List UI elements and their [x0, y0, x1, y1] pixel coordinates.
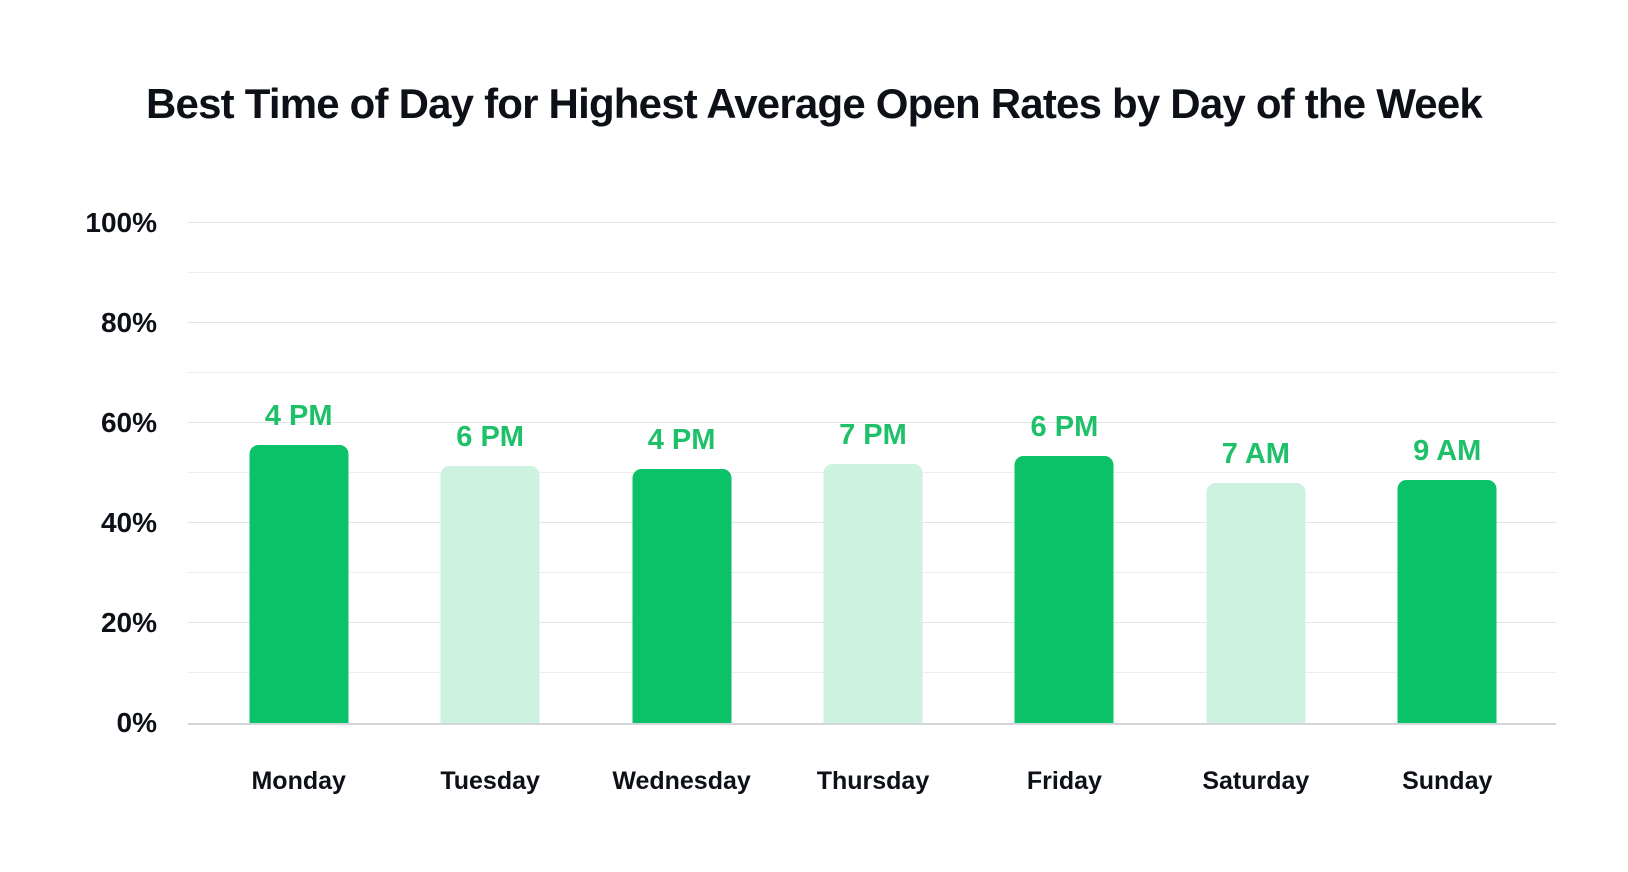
x-tick-saturday: Saturday	[1202, 767, 1310, 795]
y-tick-80pct: 80%	[100, 307, 157, 338]
bar-thursday	[823, 464, 923, 723]
bar-column-saturday: 7 AM Saturday	[1160, 223, 1351, 795]
bar-tuesday	[440, 465, 540, 723]
time-label-sunday: 9 AM	[1413, 435, 1482, 467]
y-tick-20pct: 20%	[100, 607, 157, 638]
time-label-saturday: 7 AM	[1221, 438, 1290, 470]
y-tick-0pct: 0%	[116, 707, 157, 738]
time-label-thursday: 7 PM	[839, 419, 907, 451]
bar-column-wednesday: 4 PM Wednesday	[586, 223, 777, 796]
bar-column-thursday: 7 PM Thursday	[777, 223, 968, 795]
chart-title: Best Time of Day for Highest Average Ope…	[146, 80, 1483, 127]
gridline-70	[188, 372, 1556, 373]
time-label-tuesday: 6 PM	[456, 420, 524, 453]
gridline-0	[188, 723, 1556, 725]
x-tick-thursday: Thursday	[816, 767, 930, 795]
x-tick-monday: Monday	[251, 767, 346, 795]
bars-row: 4 PM Monday 6 PM Tuesday 4 PM Wednesday 7 PM Th…	[203, 223, 1543, 796]
x-tick-wednesday: Wednesday	[612, 767, 751, 795]
gridline-60	[188, 422, 1556, 423]
bar-column-tuesday: 6 PM Tuesday	[394, 223, 585, 796]
x-tick-tuesday: Tuesday	[440, 767, 540, 795]
y-tick-100pct: 100%	[85, 207, 157, 238]
bar-column-monday: 4 PM Monday	[203, 223, 394, 795]
bar-saturday	[1206, 483, 1306, 723]
x-tick-friday: Friday	[1026, 767, 1102, 795]
bar-friday	[1014, 455, 1114, 723]
bar-wednesday	[632, 468, 732, 723]
gridline-80	[188, 322, 1556, 323]
bar-column-friday: 6 PM Friday	[969, 223, 1160, 795]
gridline-90	[188, 272, 1556, 273]
y-tick-40pct: 40%	[100, 507, 157, 538]
plot-area: 0% 20% 40% 60% 80% 100% 4 PM Monday 6 PM Tuesday…	[85, 207, 1556, 796]
y-tick-60pct: 60%	[100, 407, 157, 438]
x-tick-sunday: Sunday	[1402, 767, 1493, 795]
bar-monday	[249, 445, 349, 723]
gridline-100	[188, 222, 1556, 223]
time-label-friday: 6 PM	[1030, 410, 1099, 443]
time-label-monday: 4 PM	[264, 400, 333, 432]
bar-sunday	[1397, 480, 1497, 723]
bar-column-sunday: 9 AM Sunday	[1352, 223, 1543, 795]
time-label-wednesday: 4 PM	[647, 423, 716, 456]
